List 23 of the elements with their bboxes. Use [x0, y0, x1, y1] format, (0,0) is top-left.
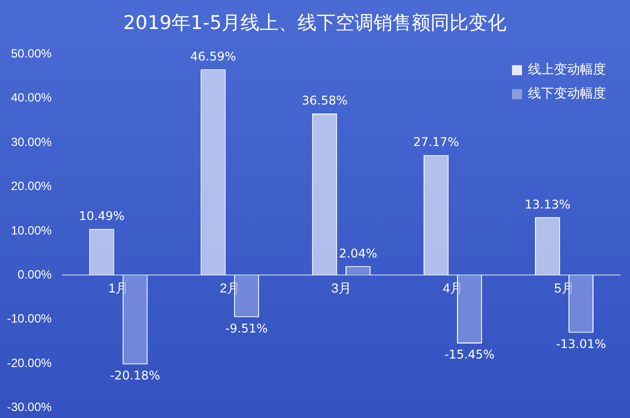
data-label: 13.13%: [524, 197, 570, 212]
y-tick-label: -10.00%: [6, 312, 52, 326]
y-tick-label: -30.00%: [6, 400, 52, 414]
legend-label: 线下变动幅度: [528, 86, 606, 102]
data-label: 46.59%: [190, 49, 236, 64]
data-label: 2.04%: [339, 246, 378, 260]
chart-title: 2019年1-5月线上、线下空调销售额同比变化: [122, 11, 508, 36]
data-label: 36.58%: [302, 94, 348, 108]
y-tick-label: 20.00%: [10, 179, 52, 194]
data-label: 10.49%: [78, 208, 125, 223]
y-tick-label: 10.00%: [10, 223, 52, 238]
y-tick-label: 40.00%: [10, 90, 52, 105]
data-label: -13.01%: [556, 336, 606, 351]
y-tick-label: -20.00%: [6, 356, 52, 370]
y-tick-label: 50.00%: [10, 46, 52, 61]
data-label: -15.45%: [444, 348, 495, 362]
data-label: -20.18%: [110, 368, 160, 383]
x-tick-label: 3月: [331, 280, 352, 296]
y-tick-label: 0.00%: [18, 268, 52, 282]
legend-label: 线上变动幅度: [528, 62, 606, 78]
data-label: 27.17%: [413, 135, 459, 150]
data-label: -9.51%: [225, 321, 268, 336]
y-tick-label: 30.00%: [10, 134, 52, 149]
